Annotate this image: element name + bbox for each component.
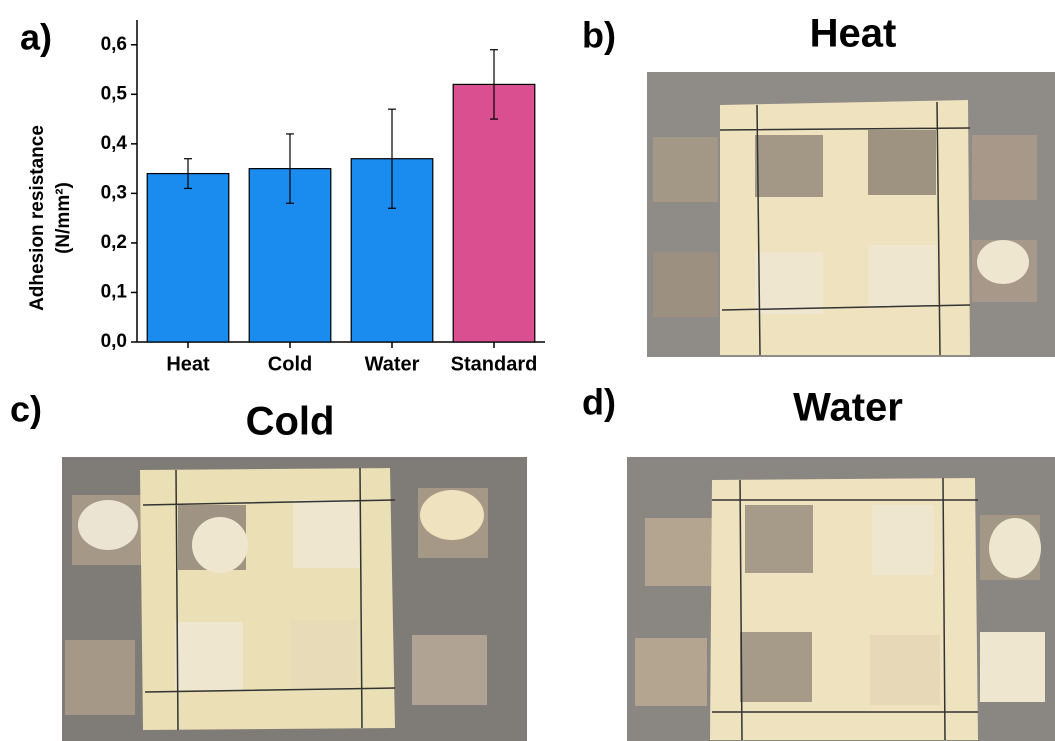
panel-label: c) bbox=[10, 389, 42, 430]
y-tick-label: 0,0 bbox=[101, 331, 127, 352]
panel-label: d) bbox=[582, 382, 616, 423]
panel-label: a) bbox=[20, 17, 52, 58]
y-tick-label: 0,3 bbox=[101, 182, 127, 203]
photo bbox=[62, 457, 527, 741]
y-axis-label: (N/mm²) bbox=[53, 182, 74, 254]
photo-title: Heat bbox=[810, 12, 897, 56]
x-tick-label: Standard bbox=[451, 353, 538, 375]
x-tick-label: Heat bbox=[166, 353, 210, 375]
panel-label: b) bbox=[582, 15, 616, 56]
bar bbox=[453, 84, 535, 342]
y-axis-label: Adhesion resistance bbox=[27, 125, 48, 311]
y-tick-label: 0,5 bbox=[101, 83, 128, 104]
bar bbox=[147, 174, 229, 342]
y-tick-label: 0,2 bbox=[101, 232, 127, 253]
y-tick-label: 0,1 bbox=[101, 281, 128, 302]
photo-title: Water bbox=[793, 386, 903, 430]
photo bbox=[627, 457, 1055, 741]
photo-title: Cold bbox=[246, 400, 335, 444]
figure: a) Adhesion resistance (N/mm²) b) Heat c… bbox=[0, 0, 1055, 741]
x-tick-label: Water bbox=[365, 353, 420, 375]
y-tick-label: 0,4 bbox=[101, 133, 128, 154]
x-tick-label: Cold bbox=[268, 353, 312, 375]
photo bbox=[647, 72, 1055, 357]
y-tick-label: 0,6 bbox=[101, 34, 127, 55]
